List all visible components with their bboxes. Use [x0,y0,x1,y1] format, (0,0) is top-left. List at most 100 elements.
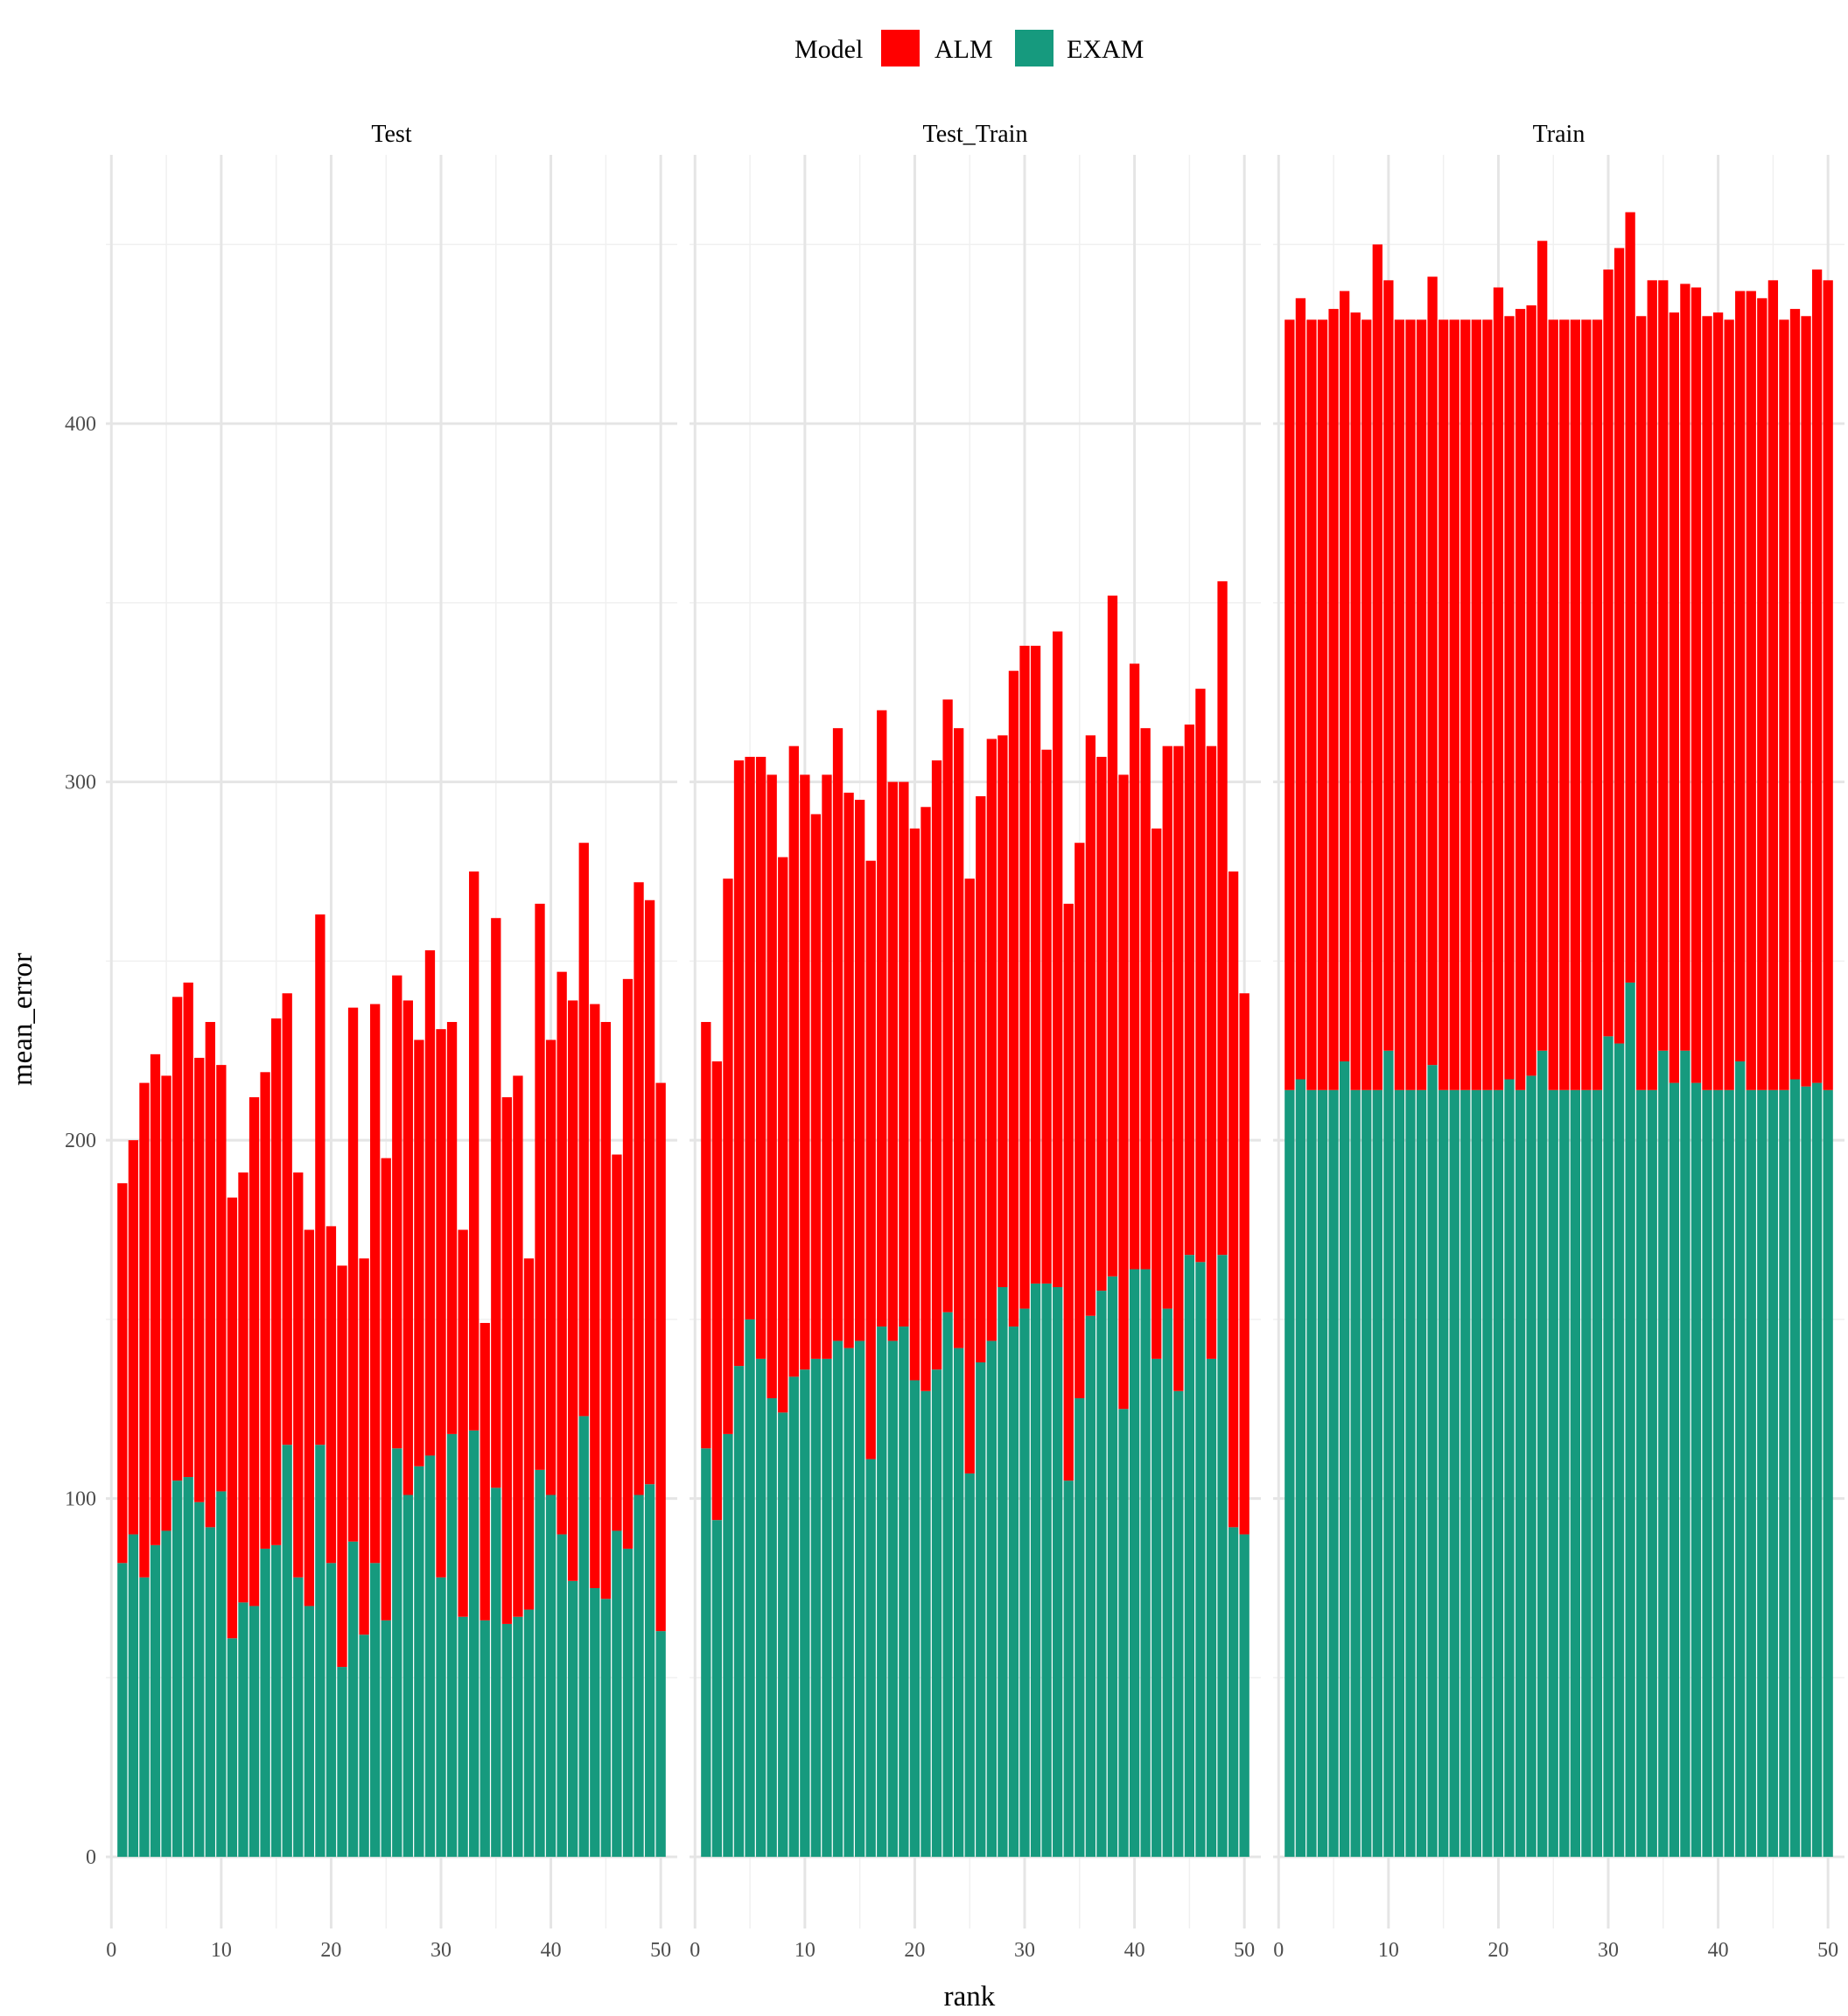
bar-exam [402,1494,413,1858]
bar-exam [1768,1089,1779,1858]
bar-exam [523,1609,535,1858]
bar-alm [370,1004,381,1564]
bar-alm [590,1004,600,1588]
bar-exam [337,1667,347,1858]
x-tick-label: 30 [430,1939,452,1962]
bar-exam [381,1620,391,1858]
bar-alm [1592,319,1603,1090]
bar-alm [1107,595,1118,1277]
x-tick-label: 20 [320,1939,341,1962]
bar-exam [1636,1089,1647,1858]
bar-alm [854,800,865,1341]
x-tick-label: 30 [1014,1939,1035,1962]
bar-alm [402,1000,413,1495]
bar-alm [1735,290,1746,1062]
bar-exam [205,1527,215,1858]
bar-exam [424,1455,436,1858]
bar-exam [899,1326,909,1858]
bar-alm [1129,663,1140,1270]
bar-exam [1449,1089,1460,1858]
bar-alm [260,1072,270,1549]
bar-alm [844,792,854,1348]
bar-exam [877,1326,887,1858]
bar-alm [800,774,810,1370]
bar-alm [1239,993,1250,1535]
bar-exam [1162,1308,1172,1858]
bar-exam [1801,1086,1811,1858]
bar-exam [1317,1089,1328,1858]
y-axis-title: mean_error [7,953,38,1086]
bar-alm [1339,290,1350,1062]
bar-alm [1504,316,1515,1080]
bar-exam [392,1448,402,1858]
bar-exam [1295,1079,1306,1858]
bar-exam [414,1466,424,1858]
bar-alm [1306,319,1317,1090]
bar-alm [1690,287,1702,1083]
bar-exam [976,1362,986,1858]
bar-alm [998,735,1008,1288]
bar-exam [1603,1036,1614,1858]
bar-exam [513,1616,523,1858]
bar-exam [1471,1089,1481,1858]
bar-exam [1515,1089,1526,1858]
bar-alm [655,1082,666,1632]
bar-alm [1008,670,1019,1327]
legend-label-alm: ALM [934,35,993,64]
bar-alm [1493,287,1504,1090]
bar-exam [347,1541,359,1858]
bar-alm [1712,312,1724,1090]
bar-alm [315,914,326,1446]
bar-alm [1581,319,1592,1090]
bar-exam [887,1340,898,1858]
bar-alm [359,1258,369,1635]
bar-alm [117,1183,128,1564]
x-tick-label: 40 [1708,1939,1729,1962]
bar-alm [523,1258,535,1610]
bar-alm [337,1265,347,1668]
bar-alm [1206,746,1217,1359]
bar-alm [1779,319,1789,1090]
bar-exam [634,1494,644,1858]
bar-alm [172,997,183,1481]
bar-alm [1096,756,1107,1292]
bar-exam [600,1599,612,1858]
bar-alm [832,728,844,1341]
bar-exam [1416,1089,1427,1858]
bar-exam [920,1390,931,1858]
bar-alm [810,814,822,1359]
bar-alm [1482,319,1493,1090]
bar-exam [1438,1089,1449,1858]
bar-exam [1460,1089,1471,1858]
x-tick-label: 10 [1378,1939,1399,1962]
bar-alm [986,738,997,1341]
bar-alm [513,1075,523,1617]
bar-alm [788,746,799,1377]
bar-alm [1394,319,1405,1090]
bar-exam [622,1548,634,1858]
bar-exam [248,1606,260,1858]
bar-alm [1173,746,1184,1391]
bar-alm [446,1021,458,1434]
bar-alm [161,1075,172,1531]
bar-exam [1383,1050,1394,1858]
bar-exam [1195,1262,1206,1858]
bar-alm [1438,319,1449,1090]
bar-alm [205,1021,215,1528]
bar-alm [600,1021,612,1600]
bar-exam [964,1473,975,1858]
bar-alm [1140,728,1151,1270]
panel-test-train: Test_Train 0 10 20 30 40 50 [690,121,1261,1962]
bar-alm [745,756,755,1320]
x-tick-label: 50 [650,1939,671,1962]
bar-exam [1427,1065,1438,1858]
bar-exam [1284,1089,1295,1858]
bar-alm [1317,319,1328,1090]
x-tick-label: 0 [106,1939,116,1962]
bar-alm [1789,309,1801,1080]
bar-alm [469,871,480,1431]
x-tick-label: 50 [1234,1939,1255,1962]
bar-exam [1658,1050,1669,1858]
bar-exam [1053,1287,1063,1858]
